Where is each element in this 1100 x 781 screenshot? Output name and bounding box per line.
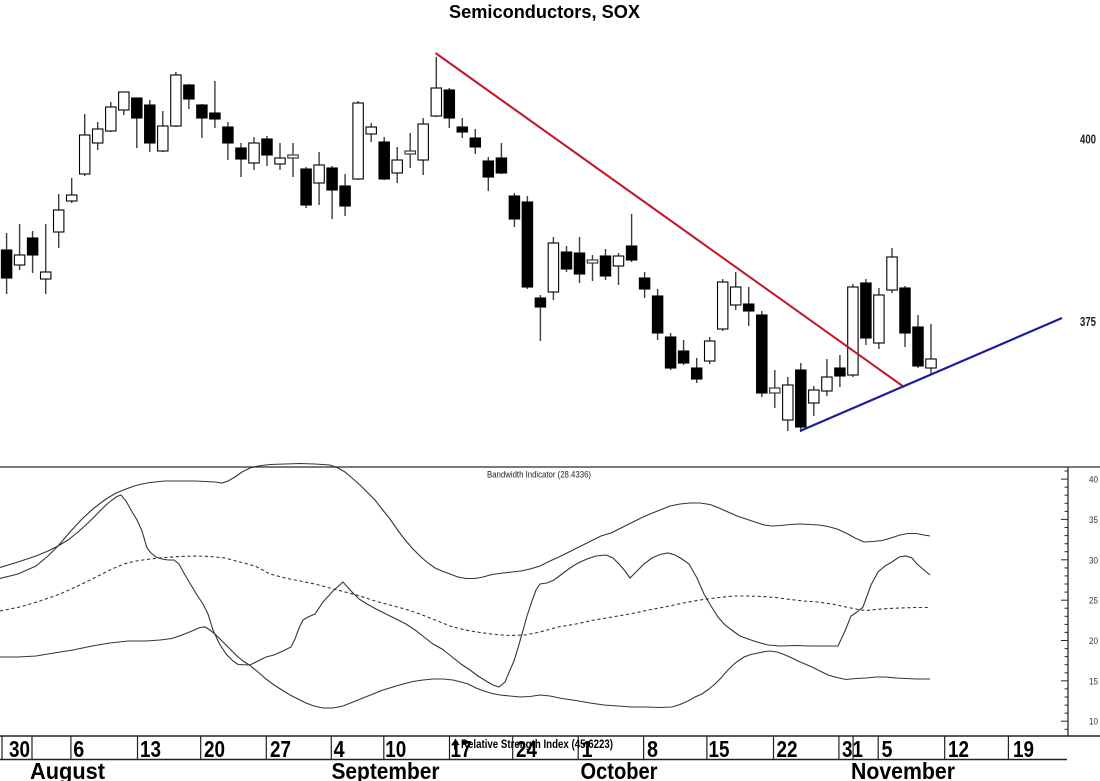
svg-text:35: 35 bbox=[1089, 515, 1098, 526]
svg-text:10: 10 bbox=[1089, 717, 1098, 728]
svg-text:4: 4 bbox=[334, 736, 345, 762]
svg-text:22: 22 bbox=[777, 736, 798, 762]
svg-text:Bandwidth Indicator (28.4336): Bandwidth Indicator (28.4336) bbox=[487, 470, 591, 481]
svg-text:19: 19 bbox=[1013, 736, 1034, 762]
svg-text:October: October bbox=[581, 758, 658, 781]
svg-text:400: 400 bbox=[1080, 132, 1096, 147]
svg-text:August: August bbox=[30, 758, 105, 781]
svg-text:6: 6 bbox=[73, 736, 84, 762]
svg-text:375: 375 bbox=[1080, 314, 1096, 329]
svg-text:30: 30 bbox=[1089, 555, 1098, 566]
svg-text:September: September bbox=[332, 758, 440, 781]
svg-text:20: 20 bbox=[204, 736, 225, 762]
svg-text:1: 1 bbox=[582, 736, 593, 762]
svg-text:30: 30 bbox=[9, 736, 30, 762]
svg-text:25: 25 bbox=[1089, 596, 1098, 607]
svg-text:Semiconductors, SOX: Semiconductors, SOX bbox=[449, 2, 640, 22]
svg-text:24: 24 bbox=[516, 736, 537, 762]
svg-text:15: 15 bbox=[1089, 676, 1098, 687]
svg-text:5: 5 bbox=[882, 736, 893, 762]
svg-text:40: 40 bbox=[1089, 475, 1098, 486]
svg-text:20: 20 bbox=[1089, 636, 1098, 647]
svg-text:17: 17 bbox=[451, 736, 472, 762]
svg-text:31: 31 bbox=[842, 736, 863, 762]
svg-text:8: 8 bbox=[647, 736, 658, 762]
svg-text:November: November bbox=[851, 758, 955, 781]
svg-text:12: 12 bbox=[948, 736, 969, 762]
svg-text:15: 15 bbox=[709, 736, 730, 762]
svg-text:10: 10 bbox=[385, 736, 406, 762]
svg-text:13: 13 bbox=[140, 736, 161, 762]
svg-text:27: 27 bbox=[270, 736, 291, 762]
svg-text:Relative Strength Index (45.62: Relative Strength Index (45.6223) bbox=[461, 739, 613, 751]
